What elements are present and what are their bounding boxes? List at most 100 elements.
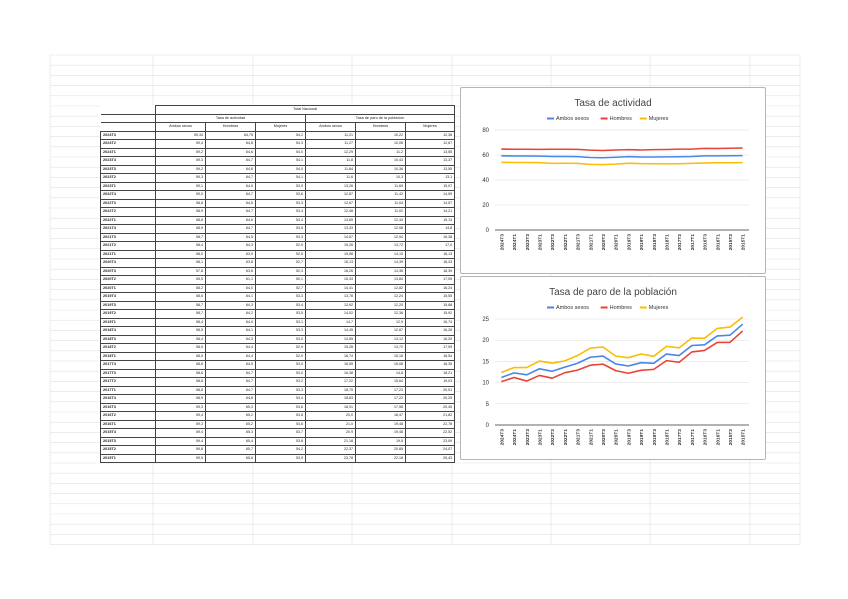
x-tick-label: 2022T1 [563, 234, 569, 251]
value-cell: 64,6 [205, 215, 256, 225]
value-cell: 64,5 [205, 232, 256, 242]
value-cell: 58,9 [155, 224, 206, 234]
period-cell: 2020T4 [100, 258, 156, 268]
value-cell: 14,10 [355, 249, 406, 259]
table-body: 2024T3 59,34 64,75 54,2 11,21 10,22 12,38 2024T… [100, 130, 456, 463]
value-cell: 14,8 [355, 368, 406, 378]
value-cell: 10,06 [355, 139, 406, 149]
value-cell: 17,09 [404, 343, 456, 353]
value-cell: 64,7 [205, 377, 256, 387]
legend-label: Hombres [610, 116, 633, 122]
chart-actividad-svg: Tasa de actividad Ambos sexos Hombres Mujer… [482, 98, 749, 251]
value-cell: 64,6 [205, 147, 256, 157]
value-cell: 17,23 [355, 385, 406, 395]
value-cell: 18,13 [404, 249, 456, 259]
value-cell: 12,9 [355, 317, 406, 327]
period-cell: 2021T1 [100, 249, 156, 259]
column-header: Hombres [355, 122, 406, 132]
value-cell: 58,5 [155, 351, 206, 361]
period-cell: 2017T2 [100, 377, 156, 387]
table-row: 2019T1 58,4 64,0 53,1 14,7 12,9 16,74 [100, 317, 456, 327]
table-row: 2015T2 59,8 65,7 54,2 22,37 20,85 24,07 [100, 445, 456, 455]
value-cell: 59,3 [155, 419, 206, 429]
value-cell: 22,78 [404, 419, 456, 429]
value-cell: 15,88 [404, 300, 456, 310]
value-cell: 53,5 [255, 309, 306, 319]
value-cell: 58,5 [155, 343, 206, 353]
period-cell: 2018T1 [100, 351, 156, 361]
value-cell: 20,0 [305, 411, 356, 421]
value-cell: 59,4 [155, 436, 206, 446]
table-row: 2023T3 59,2 64,6 54,0 11,84 10,36 13,55 [100, 164, 456, 174]
value-cell: 21,18 [305, 436, 356, 446]
value-cell: 18,35 [404, 360, 456, 370]
x-tick-label: 2022T3 [550, 429, 556, 446]
table-row: 2021T4 58,9 64,7 53,5 13,33 12,08 14,8 [100, 224, 456, 234]
value-cell: 64,6 [205, 198, 256, 208]
x-tick-label: 2018T3 [652, 234, 658, 251]
value-cell: 52,9 [255, 241, 306, 251]
value-cell: 64,1 [205, 326, 256, 336]
table-row: 2024T3 59,34 64,75 54,2 11,21 10,22 12,38 [100, 130, 456, 140]
value-cell: 14,55 [305, 334, 356, 344]
period-cell: 2019T4 [100, 292, 156, 302]
value-cell: 53,8 [255, 411, 306, 421]
column-header: Hombres [205, 122, 256, 132]
value-cell: 59,4 [155, 139, 206, 149]
value-cell: 13,1 [404, 173, 456, 183]
value-cell: 12,67 [404, 139, 456, 149]
period-cell: 2022T3 [100, 198, 156, 208]
value-cell: 54,2 [255, 130, 306, 140]
value-cell: 22,52 [404, 428, 456, 438]
value-cell: 11,27 [305, 139, 356, 149]
value-cell: 18,91 [305, 402, 356, 412]
x-tick-label: 2016T3 [703, 234, 709, 251]
value-cell: 58,9 [155, 394, 206, 404]
period-cell: 2020T1 [100, 283, 156, 293]
table-row: 2020T3 57,8 63,6 52,3 16,26 14,36 18,39 [100, 266, 456, 276]
chart-tasa-actividad[interactable]: Tasa de actividad Ambos sexos Hombres Mujer… [460, 87, 766, 274]
value-cell: 13,72 [355, 241, 406, 251]
value-cell: 22,18 [355, 453, 406, 463]
value-cell: 12,48 [305, 207, 356, 217]
series-line-hombres [501, 147, 743, 152]
value-cell: 52,5 [255, 249, 306, 259]
value-cell: 58,0 [155, 249, 206, 259]
value-cell: 64,7 [205, 156, 256, 166]
value-cell: 15,98 [305, 249, 356, 259]
x-tick-label: 2024T1 [512, 429, 518, 446]
x-tick-label: 2022T1 [563, 429, 569, 446]
value-cell: 54,3 [255, 139, 306, 149]
table-row: 2022T2 58,9 64,7 53,4 12,48 11,02 14,21 [100, 207, 456, 217]
table-row: 2016T3 59,3 65,3 53,6 18,91 17,58 20,45 [100, 402, 456, 412]
value-cell: 18,47 [355, 411, 406, 421]
x-tick-label: 2024T1 [512, 234, 518, 251]
value-cell: 16,38 [404, 232, 456, 242]
value-cell: 12,87 [355, 326, 406, 336]
chart-legend: Ambos sexos Hombres Mujeres [547, 305, 669, 311]
x-tick-label: 2023T3 [525, 234, 531, 251]
period-cell: 2019T1 [100, 317, 156, 327]
value-cell: 14,59 [404, 190, 456, 200]
value-cell: 58,4 [155, 241, 206, 251]
value-cell: 54,0 [255, 147, 306, 157]
series-line-mujeres [501, 161, 743, 166]
value-cell: 20,51 [404, 385, 456, 395]
x-tick-label: 2017T3 [677, 429, 683, 446]
value-cell: 10,22 [355, 130, 406, 140]
table-row: 2015T3 59,4 65,4 53,8 21,18 19,5 23,09 [100, 436, 456, 446]
y-tick-label: 60 [482, 153, 489, 159]
x-tick-label: 2023T1 [537, 429, 543, 446]
column-header: Ambos sexos [155, 122, 206, 132]
table-row: 2017T3 58,6 64,7 53,0 16,38 14,8 18,21 [100, 368, 456, 378]
table-row: 2017T2 58,8 64,7 53,2 17,22 15,64 19,03 [100, 377, 456, 387]
value-cell: 52,7 [255, 258, 306, 268]
y-tick-label: 10 [482, 381, 489, 387]
value-cell: 19,5 [355, 436, 406, 446]
period-cell: 2020T2 [100, 275, 156, 285]
x-tick-label: 2021T1 [588, 429, 594, 446]
period-cell: 2016T1 [100, 419, 156, 429]
value-cell: 64,75 [205, 130, 256, 140]
chart-tasa-paro[interactable]: Tasa de paro de la población Ambos sexos H… [460, 276, 766, 460]
value-cell: 15,33 [305, 275, 356, 285]
